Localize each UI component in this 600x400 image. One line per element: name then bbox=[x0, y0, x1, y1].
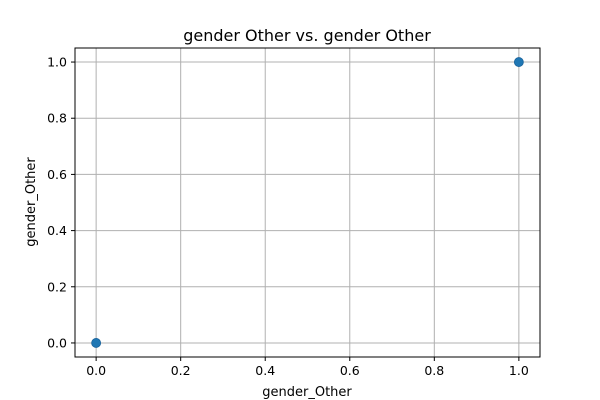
y-tick-label: 0.8 bbox=[47, 111, 67, 126]
scatter-point bbox=[91, 338, 102, 348]
grid-lines bbox=[75, 48, 540, 357]
y-tick-label: 0.4 bbox=[47, 223, 67, 238]
chart-title: gender Other vs. gender Other bbox=[183, 26, 431, 45]
x-tick-label: 0.6 bbox=[340, 363, 360, 378]
x-tick-label: 0.4 bbox=[255, 363, 275, 378]
scatter-point bbox=[513, 57, 524, 67]
plot-frame bbox=[74, 47, 541, 358]
y-axis-label: gender_Other bbox=[24, 157, 39, 247]
x-tick-label: 0.8 bbox=[424, 363, 444, 378]
y-axis-ticks: 0.0 0.2 0.4 0.6 0.8 1.0 bbox=[47, 55, 75, 350]
y-tick-label: 0.2 bbox=[47, 279, 67, 294]
y-tick-label: 0.6 bbox=[47, 167, 67, 182]
y-tick-label: 0.0 bbox=[47, 335, 67, 350]
data-points bbox=[91, 57, 524, 348]
x-axis-label: gender_Other bbox=[262, 385, 352, 400]
y-tick-label: 1.0 bbox=[47, 55, 67, 70]
x-tick-label: 1.0 bbox=[509, 363, 529, 378]
x-tick-label: 0.0 bbox=[86, 363, 106, 378]
x-tick-label: 0.2 bbox=[171, 363, 191, 378]
x-axis-ticks: 0.0 0.2 0.4 0.6 0.8 1.0 bbox=[86, 357, 529, 378]
